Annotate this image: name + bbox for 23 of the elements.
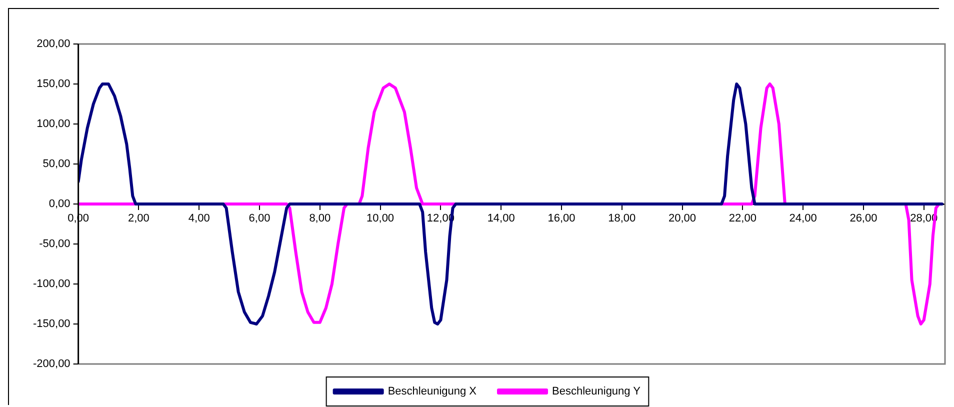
x-tick-label: 24,00 — [789, 212, 817, 225]
y-tick-label: -150,00 — [32, 318, 70, 330]
y-tick-label: 0,00 — [48, 198, 70, 210]
y-tick-label: 150,00 — [36, 78, 70, 90]
x-tick-label: 16,00 — [548, 212, 576, 225]
x-tick-label: 20,00 — [668, 212, 696, 225]
x-tick-label: 22,00 — [728, 212, 756, 225]
y-tick-label: 100,00 — [36, 118, 70, 130]
y-tick-label: 50,00 — [42, 158, 70, 170]
y-tick-label: -200,00 — [32, 358, 70, 370]
legend-label: Beschleunigung X — [388, 386, 478, 398]
legend-label: Beschleunigung Y — [552, 386, 642, 398]
x-tick-label: 4,00 — [188, 212, 210, 225]
x-tick-label: 10,00 — [366, 212, 394, 225]
x-tick-label: 8,00 — [309, 212, 331, 225]
x-tick-label: 18,00 — [608, 212, 636, 225]
y-tick-label: -100,00 — [32, 278, 70, 290]
x-tick-label: 2,00 — [128, 212, 150, 225]
x-tick-label: 14,00 — [487, 212, 515, 225]
x-tick-label: 6,00 — [248, 212, 270, 225]
x-tick-label: 26,00 — [850, 212, 878, 225]
y-tick-label: -50,00 — [39, 238, 70, 250]
y-tick-label: 200,00 — [36, 38, 70, 50]
